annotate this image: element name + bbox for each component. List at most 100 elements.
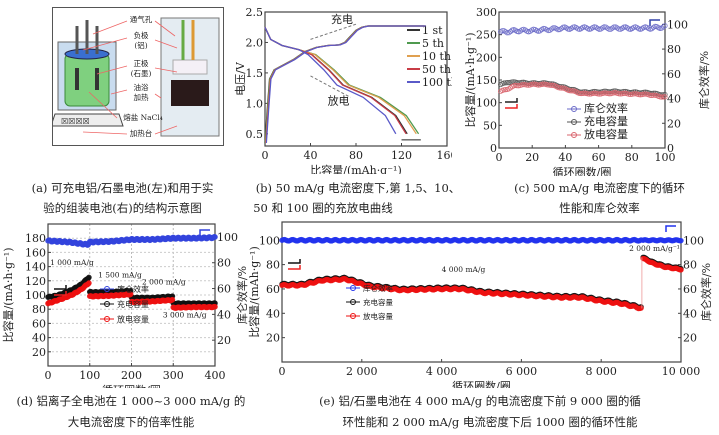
y-tick-label: 20 (266, 332, 280, 345)
data-point (557, 85, 563, 91)
x-tick-label: 20 (525, 151, 539, 164)
photo-melt (171, 80, 209, 106)
x-tick-label: 120 (391, 149, 412, 162)
y2-tick-label: 40 (667, 93, 681, 106)
y2-tick-label: 80 (217, 257, 231, 270)
x-tick-label: 0 (262, 149, 269, 162)
legend-marker (104, 286, 110, 292)
charge-curve (265, 25, 426, 143)
label-heating-stage: 加热台 (130, 128, 153, 138)
x-tick-label: 200 (121, 369, 142, 382)
y2-tick-label: 20 (217, 334, 231, 347)
y-tick-label: 40 (32, 332, 46, 345)
data-point (591, 90, 597, 96)
legend-marker (350, 285, 356, 291)
legend-marker (350, 313, 356, 319)
data-point (502, 87, 509, 93)
legend-label: 5 th (422, 37, 444, 50)
y-axis-label: 比容量/(mAh·g⁻¹) (247, 246, 261, 338)
label-vent: 通气孔 (130, 14, 153, 24)
y-tick-label: 250 (476, 29, 497, 42)
label-oil-bath: 油浴 (134, 82, 149, 92)
right-axis-arrow-icon (649, 19, 660, 26)
data-point (647, 92, 653, 98)
legend-marker (104, 316, 110, 322)
data-point (616, 91, 622, 97)
y-tick-label: 160 (25, 246, 46, 259)
data-point (637, 92, 643, 98)
y-tick-label: 0.5 (246, 128, 264, 141)
data-point (650, 92, 657, 98)
discharge-curve (264, 26, 407, 135)
y2-tick-label: 60 (683, 283, 697, 296)
x-tick-label: 10 000 (662, 365, 701, 378)
annotation-rate: 4 000 mA/g (442, 265, 486, 274)
legend-label: 放电容量 (117, 314, 149, 324)
data-point (502, 80, 509, 86)
panel-b-chart: 0 40 80 120 160 0.5 1.0 1.5 2.0 2.5 比容量/(mAh·g⁻¹) 电… (232, 4, 458, 178)
y2-tick-label: 80 (683, 259, 697, 272)
legend-marker (104, 301, 110, 307)
y2-tick-label: 80 (667, 43, 681, 56)
y2-tick-label: 0 (667, 142, 674, 155)
legend-marker (571, 106, 577, 112)
plot-frame (281, 221, 682, 363)
y-tick-label: 2.0 (246, 36, 264, 49)
data-point (662, 23, 668, 29)
data-point (568, 88, 574, 94)
discharge-curve (264, 26, 408, 135)
y2-tick-label: 60 (667, 68, 681, 81)
data-point (638, 305, 644, 311)
y2-tick-label: 60 (217, 283, 231, 296)
data-point (606, 89, 612, 95)
legend-label: 库仑效率 (117, 284, 149, 294)
data-point (555, 27, 561, 33)
data-point (611, 24, 617, 30)
x-tick-label: 60 (592, 151, 606, 164)
y-tick-label: 60 (32, 317, 46, 330)
caption-c-line2: 性能和库仑效率 (559, 201, 640, 215)
legend-marker (571, 132, 577, 138)
x-axis-label: 循环圈数/圈 (452, 380, 511, 388)
y-tick-label: 80 (32, 303, 46, 316)
left-axis-arrow-icon (288, 265, 301, 270)
data-point (499, 28, 505, 34)
label-cathode: 正极 (134, 58, 149, 68)
legend-label: 放电容量 (584, 127, 628, 141)
caption-a-line2: 验的组装电池(右)的结构示意图 (43, 201, 202, 215)
x-tick-label: 400 (205, 369, 226, 382)
data-point (637, 90, 643, 96)
data-point (525, 80, 532, 87)
caption-a-line1: (a) 可充电铝/石墨电池(左)和用于实 (31, 181, 214, 195)
y-tick-label: 0 (490, 142, 497, 155)
data-point (524, 82, 530, 88)
left-axis-arrow-icon (54, 291, 67, 296)
y-tick-label: 80 (266, 259, 280, 272)
y2-tick-label: 100 (217, 231, 238, 244)
y-tick-label: 50 (483, 119, 497, 132)
caption-d-line2: 大电流密度下的倍率性能 (67, 415, 195, 429)
legend-marker (571, 119, 577, 125)
y2-axis-label: 库仑效率/% (697, 51, 711, 109)
data-point (616, 26, 622, 32)
caption-b-line2: 50 和 100 圈的充放电曲线 (253, 201, 393, 215)
legend-label: 100 th (422, 76, 452, 89)
legend-label: 充电容量 (363, 297, 393, 307)
caption-d-line1: (d) 铝离子全电池在 1 000~3 000 mA/g 的 (16, 394, 246, 408)
label-cathode-graphite: (石墨) (131, 69, 152, 78)
data-point (86, 274, 92, 281)
data-point (547, 82, 553, 88)
y-tick-label: 300 (476, 6, 497, 19)
heater-coils: ☒☒☒☒ (61, 117, 90, 126)
left-axis-arrow-icon (54, 285, 67, 290)
chart-b: 0 40 80 120 160 0.5 1.0 1.5 2.0 2.5 比容量/(mAh·g⁻¹) 电… (234, 6, 458, 177)
annotation-rate: 1 000 mA/g (50, 258, 94, 267)
x-tick-label: 0 (45, 369, 52, 382)
data-point (558, 85, 565, 91)
y2-tick-label: 20 (667, 117, 681, 130)
y-tick-label: 1.0 (246, 97, 264, 110)
data-point (596, 91, 602, 97)
x-axis-label: 比容量/(mAh·g⁻¹) (310, 163, 402, 174)
legend-marker (350, 299, 356, 305)
data-point (660, 94, 666, 100)
